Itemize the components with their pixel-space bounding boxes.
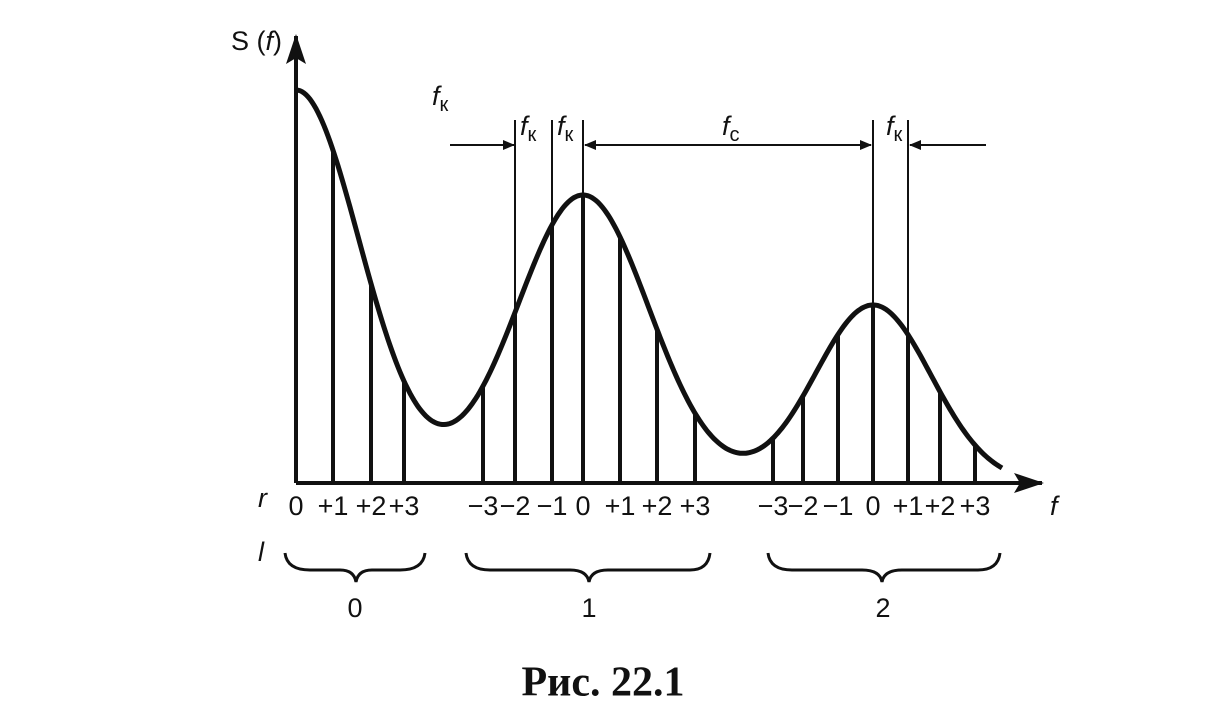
label-part: S ( (231, 26, 266, 56)
annotation-sub: c (730, 124, 740, 146)
braces (283, 552, 1002, 583)
harmonic-label: +2 (925, 491, 956, 521)
harmonic-label: 0 (288, 491, 303, 521)
harmonic-label: −3 (758, 491, 789, 521)
dimension-lines (450, 120, 986, 483)
annotation-sub: к (894, 124, 903, 146)
group-label: 2 (875, 593, 890, 623)
y-axis-label: S (f) (231, 26, 282, 56)
harmonic-label: +2 (642, 491, 673, 521)
annotation-sub: к (528, 124, 537, 146)
annotation-main: f (432, 81, 442, 111)
label-part: ) (273, 26, 282, 56)
harmonic-label: −3 (468, 491, 499, 521)
harmonic-label: 0 (575, 491, 590, 521)
label-part: f (266, 26, 276, 56)
caption: Рис. 22.1 (522, 660, 685, 706)
spectrum (294, 87, 1004, 483)
row-label: r (258, 483, 268, 513)
annotation-main: f (520, 111, 530, 141)
annotation-main: f (722, 111, 732, 141)
annotation-main: f (557, 111, 567, 141)
brace (766, 552, 1002, 583)
harmonic-label: +1 (318, 491, 349, 521)
group-label: 0 (347, 593, 362, 623)
annotation: fк (557, 111, 574, 146)
annotation-sub: к (565, 124, 574, 146)
annotation: fc (722, 111, 740, 146)
harmonic-label: −2 (500, 491, 531, 521)
group-label: 1 (581, 593, 596, 623)
axes (286, 34, 1044, 493)
harmonic-label: −1 (823, 491, 854, 521)
harmonic-label: −1 (537, 491, 568, 521)
harmonic-label: +3 (389, 491, 420, 521)
row-label: l (258, 537, 265, 567)
annotation-main: f (886, 111, 896, 141)
brace (464, 552, 712, 583)
annotation: fк (886, 111, 903, 146)
harmonic-label: +1 (893, 491, 924, 521)
harmonic-label: +3 (960, 491, 991, 521)
annotation-sub: к (440, 94, 449, 116)
harmonic-label: +3 (680, 491, 711, 521)
harmonic-label: −2 (788, 491, 819, 521)
x-axis-label: f (1050, 491, 1060, 521)
envelope (295, 87, 1004, 471)
annotation: fк (432, 81, 449, 116)
annotation: fк (520, 111, 537, 146)
harmonic-label: +2 (356, 491, 387, 521)
harmonic-label: +1 (605, 491, 636, 521)
brace (283, 552, 427, 583)
harmonic-label: 0 (865, 491, 880, 521)
